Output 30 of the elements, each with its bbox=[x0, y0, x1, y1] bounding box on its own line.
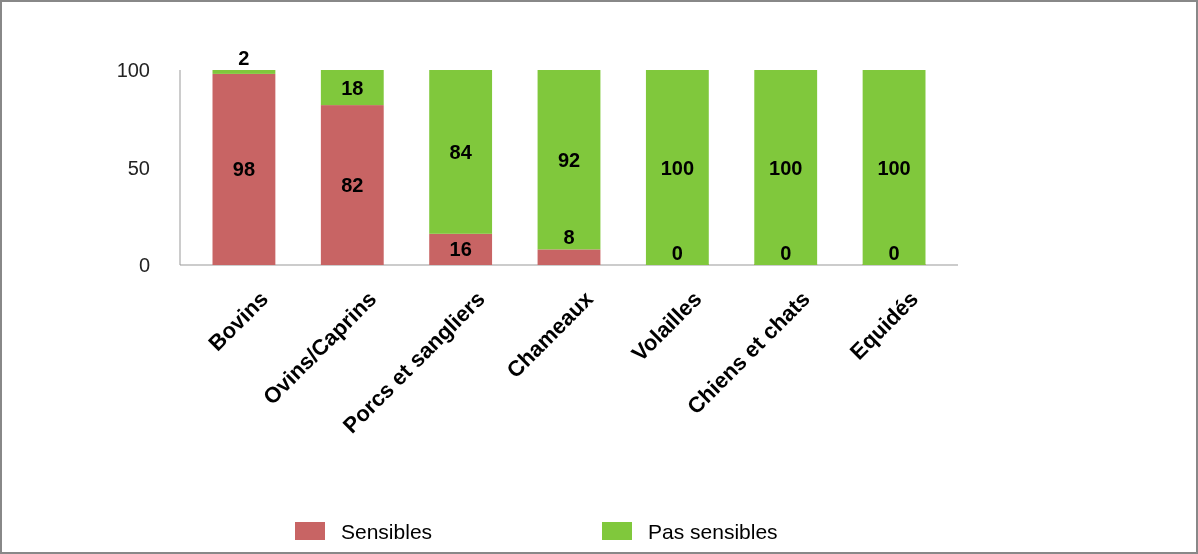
data-label: 0 bbox=[888, 242, 900, 264]
data-label: 100 bbox=[660, 156, 695, 179]
data-label: 82 bbox=[341, 174, 364, 197]
legend-label: Pas sensibles bbox=[648, 520, 778, 544]
data-label: 16 bbox=[449, 238, 472, 261]
y-tick-label: 100 bbox=[116, 59, 150, 81]
data-label: 0 bbox=[671, 242, 683, 264]
data-label: 8 bbox=[563, 226, 575, 249]
bar bbox=[212, 73, 276, 265]
bar bbox=[212, 70, 276, 74]
data-label: 18 bbox=[341, 76, 364, 99]
data-label: 100 bbox=[877, 156, 911, 179]
bar bbox=[429, 233, 493, 265]
data-label: 98 bbox=[232, 158, 256, 181]
bar bbox=[537, 249, 601, 265]
bar bbox=[862, 70, 926, 265]
y-tick-label: 0 bbox=[138, 254, 150, 276]
legend-label: Sensibles bbox=[341, 520, 433, 544]
bar bbox=[645, 70, 709, 265]
bar bbox=[537, 70, 601, 250]
y-tick-label: 50 bbox=[127, 156, 150, 179]
bar bbox=[429, 70, 493, 234]
data-label: 92 bbox=[557, 148, 581, 171]
bar bbox=[754, 70, 818, 265]
bar bbox=[320, 70, 384, 106]
data-label: 0 bbox=[780, 242, 792, 264]
data-label: 100 bbox=[769, 156, 803, 179]
data-label: 84 bbox=[449, 140, 473, 163]
data-label: 2 bbox=[238, 47, 250, 69]
bar bbox=[320, 105, 384, 265]
